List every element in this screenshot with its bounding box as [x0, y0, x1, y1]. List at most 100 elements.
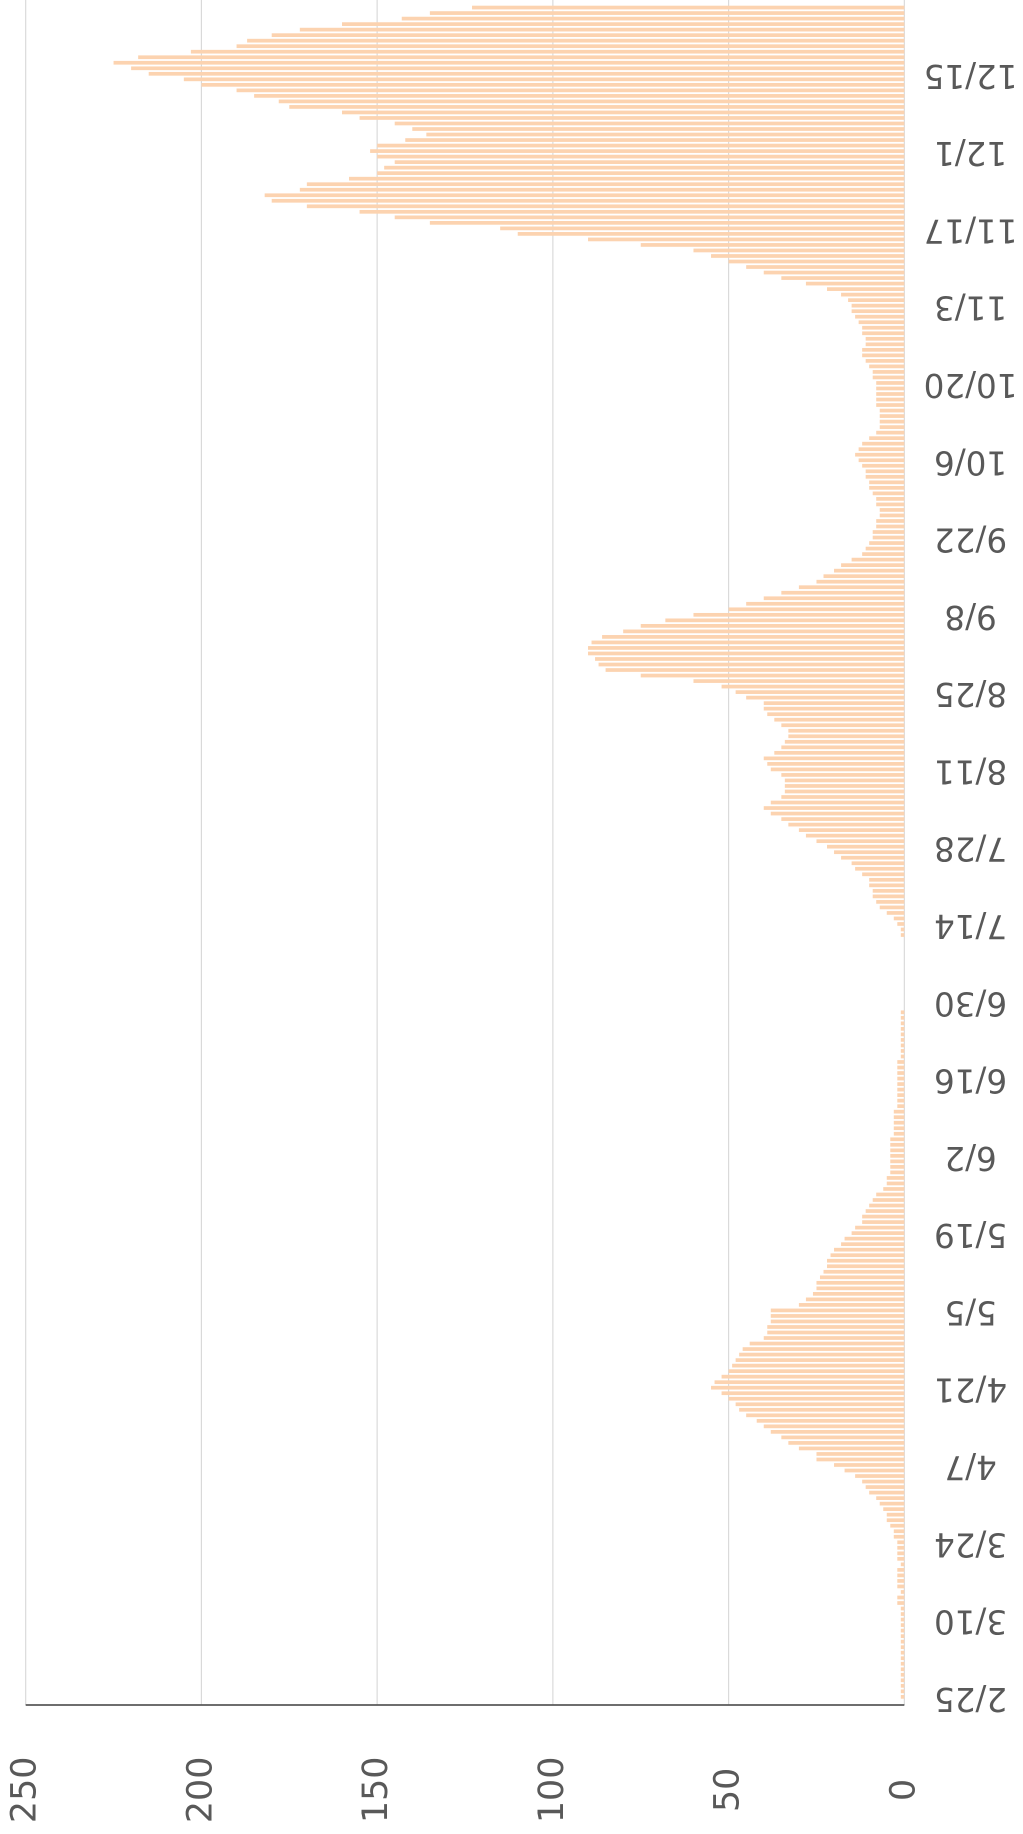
bar: [893, 1120, 905, 1125]
bar: [767, 1325, 905, 1329]
x-tick-label: 5/19: [934, 1216, 1007, 1254]
bar: [739, 1407, 905, 1412]
x-tick-label: 4/7: [944, 1448, 996, 1486]
bar: [865, 1485, 905, 1489]
bar: [900, 1683, 905, 1688]
bar: [872, 894, 905, 899]
bar: [517, 232, 905, 236]
bar: [851, 1231, 905, 1235]
bar: [844, 1468, 905, 1473]
bar: [236, 44, 905, 49]
bar: [862, 347, 905, 352]
bar: [131, 66, 905, 71]
x-tick-label: 8/25: [934, 675, 1007, 713]
bar: [359, 116, 905, 120]
bar: [872, 535, 905, 540]
bar: [862, 325, 905, 330]
bar: [869, 364, 905, 369]
bar: [349, 176, 905, 181]
bar: [299, 187, 905, 192]
bar: [879, 414, 905, 418]
bar: [900, 1667, 905, 1672]
bar: [893, 1131, 905, 1136]
bar: [900, 1661, 905, 1666]
bar: [728, 607, 905, 612]
bar: [876, 381, 905, 385]
bar: [897, 1601, 905, 1605]
bar: [788, 734, 905, 739]
bar: [876, 1496, 905, 1500]
bar: [834, 1463, 905, 1467]
bar: [770, 800, 905, 805]
bar: [816, 1452, 905, 1456]
bar: [869, 1490, 905, 1495]
bar: [869, 877, 905, 882]
bar: [834, 850, 905, 855]
bar: [711, 254, 905, 258]
bar: [855, 1474, 905, 1478]
bar: [883, 1507, 905, 1512]
bar: [869, 436, 905, 441]
bar: [770, 1314, 905, 1318]
bar: [851, 303, 905, 308]
bar: [900, 1562, 905, 1567]
bar: [890, 1159, 905, 1164]
bar: [640, 673, 905, 678]
bar: [900, 1021, 905, 1026]
x-tick-label: 11/17: [924, 211, 1018, 249]
bar: [876, 519, 905, 523]
bar: [900, 1010, 905, 1015]
y-tick-label: 150: [356, 1757, 396, 1824]
bar: [841, 563, 905, 567]
bar: [893, 1115, 905, 1120]
bar: [816, 1457, 905, 1462]
bar: [781, 276, 905, 280]
bar: [897, 1076, 905, 1081]
bar: [900, 1656, 905, 1661]
bar: [781, 795, 905, 799]
x-tick-label: 12/15: [924, 57, 1018, 95]
x-tick-label: 6/16: [934, 1062, 1007, 1100]
bar: [900, 1054, 905, 1059]
bar: [598, 662, 905, 667]
x-tick-label: 7/28: [934, 830, 1007, 868]
bar: [798, 1446, 905, 1451]
bar: [472, 5, 905, 10]
bar: [827, 1258, 905, 1263]
bar: [900, 1032, 905, 1037]
bar: [148, 71, 905, 76]
bar: [862, 441, 905, 446]
bar: [865, 342, 905, 347]
bar: [893, 1126, 905, 1131]
bar: [834, 1247, 905, 1252]
bar: [900, 1606, 905, 1611]
bar: [299, 27, 905, 32]
bar: [788, 822, 905, 827]
bar: [746, 695, 905, 700]
bar: [394, 215, 905, 220]
bar: [742, 1347, 905, 1351]
bar: [732, 1363, 905, 1368]
bar: [897, 1082, 905, 1086]
bar: [897, 1584, 905, 1589]
bar: [784, 784, 905, 788]
bar: [897, 1098, 905, 1103]
bar: [788, 728, 905, 733]
bar: [900, 1678, 905, 1683]
bar: [876, 900, 905, 904]
bar: [865, 359, 905, 363]
bar: [841, 292, 905, 297]
bar: [876, 403, 905, 407]
bar: [869, 883, 905, 888]
bar: [306, 204, 905, 209]
bar: [823, 1269, 905, 1274]
bar: [862, 1479, 905, 1484]
bar: [851, 861, 905, 866]
bar: [897, 1093, 905, 1097]
bar: [816, 1286, 905, 1291]
bar: [763, 1424, 905, 1429]
x-tick-label: 8/11: [934, 752, 1007, 790]
bar: [890, 1137, 905, 1142]
bar: [872, 375, 905, 380]
bar: [805, 281, 905, 286]
